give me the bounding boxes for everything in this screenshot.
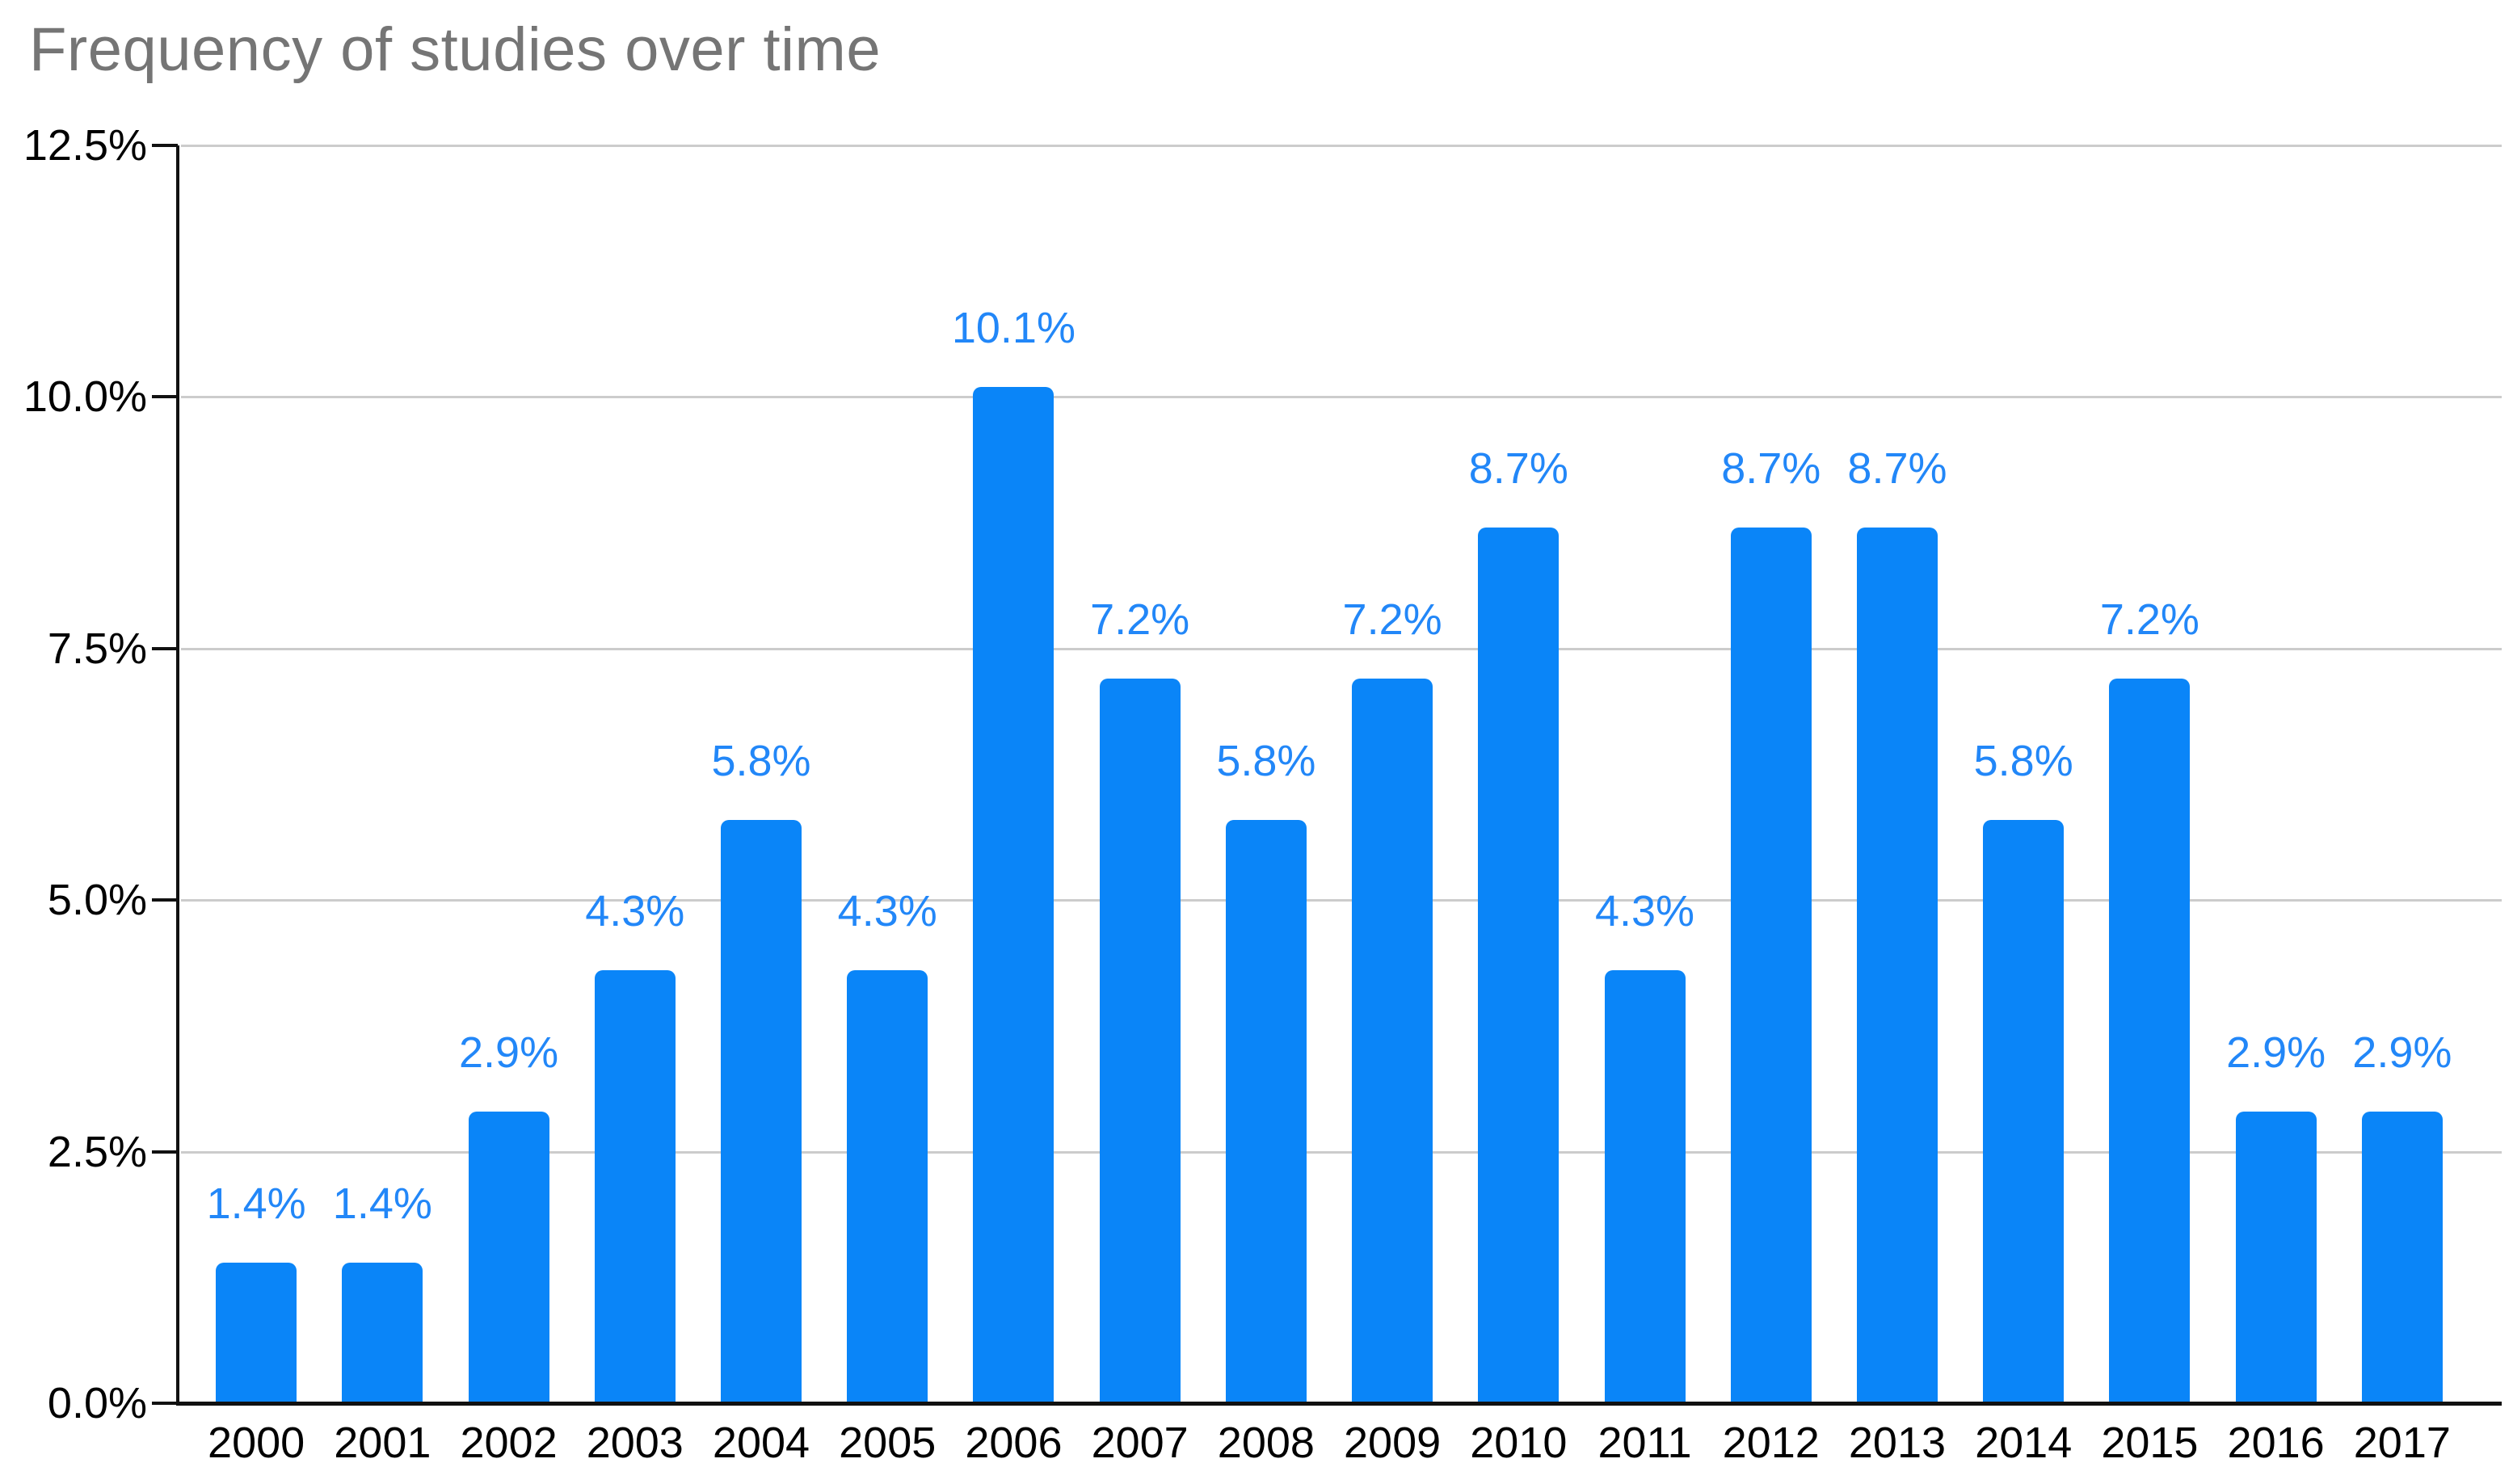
x-axis-label-2005: 2005 (839, 1419, 937, 1467)
bar-value-label-2015: 7.2% (2099, 595, 2199, 645)
y-axis-tick (152, 646, 178, 650)
bar-2011 (1604, 970, 1686, 1403)
x-axis-label-2015: 2015 (2101, 1419, 2199, 1467)
x-axis-label-2013: 2013 (1848, 1419, 1947, 1467)
bar-value-label-2013: 8.7% (1847, 444, 1947, 494)
y-axis-label: 10.0% (23, 372, 147, 422)
bar-2003 (594, 970, 676, 1403)
bar-2008 (1225, 819, 1307, 1403)
bar-value-label-2014: 5.8% (1973, 736, 2073, 785)
bar-2012 (1730, 528, 1812, 1403)
x-axis-label-2014: 2014 (1975, 1419, 2073, 1467)
x-axis-label-2003: 2003 (586, 1419, 684, 1467)
bar-value-label-2003: 4.3% (585, 887, 685, 936)
x-axis-labels: 2000 2001 2002 2003 2004 2005 2006 2007 2008 2009… (193, 1416, 2465, 1473)
x-axis-label-2009: 2009 (1344, 1419, 1442, 1467)
x-axis-label-2012: 2012 (1722, 1419, 1820, 1467)
y-axis-label: 0.0% (47, 1379, 147, 1427)
bar-slot-2005: 4.3% (824, 145, 950, 1403)
y-axis-tick (152, 395, 178, 399)
y-axis-tick (152, 144, 178, 147)
bar-2009 (1352, 679, 1433, 1403)
bar-value-label-2008: 5.8% (1216, 736, 1316, 785)
bar-value-label-2007: 7.2% (1090, 595, 1190, 645)
bar-2002 (468, 1111, 549, 1403)
bar-slot-2009: 7.2% (1329, 145, 1455, 1403)
gridline-10.0% (181, 396, 2502, 399)
x-axis-label-2011: 2011 (1597, 1419, 1692, 1467)
bar-2001 (342, 1262, 423, 1403)
x-axis-label-2000: 2000 (208, 1419, 305, 1467)
x-axis-label-2004: 2004 (712, 1419, 810, 1467)
x-axis-line (176, 1402, 2502, 1406)
x-axis-label-2002: 2002 (460, 1419, 558, 1467)
bar-value-label-2006: 10.1% (951, 303, 1075, 352)
y-axis-label: 2.5% (47, 1127, 147, 1176)
y-axis-label: 12.5% (23, 121, 147, 170)
bar-slot-2001: 1.4% (319, 145, 445, 1403)
bar-value-label-2002: 2.9% (459, 1028, 559, 1077)
y-axis-tick (152, 1402, 178, 1405)
bar-value-label-2004: 5.8% (711, 736, 811, 785)
bar-slot-2012: 8.7% (1708, 145, 1834, 1403)
x-axis-label-2017: 2017 (2353, 1419, 2451, 1467)
gridline-5.0% (181, 899, 2502, 902)
y-axis-tick (152, 898, 178, 902)
bar-value-label-2017: 2.9% (2352, 1028, 2452, 1077)
bar-2004 (720, 819, 802, 1403)
bar-value-label-2001: 1.4% (332, 1179, 432, 1228)
bar-2013 (1856, 528, 1938, 1403)
bar-slot-2004: 5.8% (698, 145, 824, 1403)
bar-slot-2000: 1.4% (193, 145, 319, 1403)
bar-2017 (2361, 1111, 2443, 1403)
bar-slot-2010: 8.7% (1455, 145, 1581, 1403)
bar-value-label-2009: 7.2% (1342, 595, 1442, 645)
x-axis-label-2016: 2016 (2227, 1419, 2325, 1467)
gridline-2.5% (181, 1150, 2502, 1154)
chart-title: Frequency of studies over time (29, 15, 882, 84)
bar-slot-2015: 7.2% (2086, 145, 2212, 1403)
bar-value-label-2000: 1.4% (206, 1179, 306, 1228)
bar-slot-2011: 4.3% (1581, 145, 1707, 1403)
x-axis-label-2001: 2001 (334, 1419, 431, 1467)
bar-slot-2013: 8.7% (1834, 145, 1960, 1403)
bar-slot-2003: 4.3% (572, 145, 698, 1403)
bar-value-label-2010: 8.7% (1468, 444, 1568, 494)
bar-slot-2006: 10.1% (950, 145, 1076, 1403)
bar-slot-2002: 2.9% (445, 145, 571, 1403)
y-axis-label: 5.0% (47, 876, 147, 925)
bar-2015 (2109, 679, 2191, 1403)
bar-2016 (2235, 1111, 2317, 1403)
bar-2014 (1983, 819, 2065, 1403)
bar-value-label-2005: 4.3% (837, 887, 937, 936)
bar-slot-2014: 5.8% (1960, 145, 2086, 1403)
bar-2010 (1478, 528, 1560, 1403)
bar-value-label-2012: 8.7% (1721, 444, 1821, 494)
x-axis-label-2006: 2006 (965, 1419, 1063, 1467)
x-axis-label-2010: 2010 (1470, 1419, 1568, 1467)
gridline-12.5% (181, 145, 2502, 147)
y-axis-tick (152, 1150, 178, 1154)
bar-slot-2016: 2.9% (2213, 145, 2339, 1403)
y-axis-line (176, 145, 179, 1406)
bar-value-label-2016: 2.9% (2226, 1028, 2326, 1077)
bars-container: 1.4% 1.4% 2.9% 4.3% 5.8% 4.3% 10.1% 7.2% 5.8% 7.2… (193, 145, 2465, 1403)
bar-2006 (973, 386, 1054, 1403)
gridline-7.5% (181, 647, 2502, 650)
y-axis-label: 7.5% (47, 624, 147, 673)
bar-slot-2017: 2.9% (2339, 145, 2465, 1403)
x-axis-label-2007: 2007 (1091, 1419, 1189, 1467)
x-axis-label-2008: 2008 (1217, 1419, 1315, 1467)
bar-slot-2007: 7.2% (1077, 145, 1203, 1403)
bar-value-label-2011: 4.3% (1594, 887, 1695, 936)
bar-2000 (216, 1262, 297, 1403)
bar-slot-2008: 5.8% (1203, 145, 1329, 1403)
bar-2005 (847, 970, 928, 1403)
bar-2007 (1099, 679, 1181, 1403)
